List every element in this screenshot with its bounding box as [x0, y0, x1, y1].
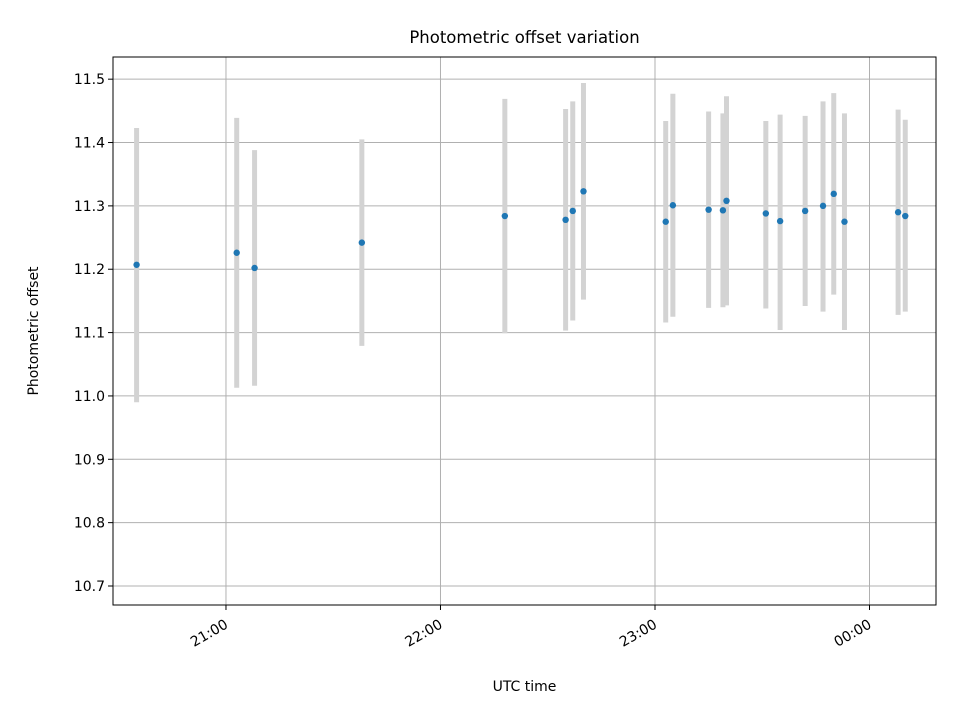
y-tick-label: 11.4 [74, 136, 105, 152]
y-tick-label: 11.3 [74, 199, 105, 215]
data-point [580, 188, 587, 195]
data-point [719, 207, 727, 214]
data-point [501, 212, 509, 220]
y-tick-label: 10.7 [74, 579, 105, 595]
y-tick-label: 10.9 [74, 452, 105, 468]
y-tick-label: 11.0 [74, 389, 105, 405]
data-point [669, 202, 677, 209]
data-point [662, 218, 669, 225]
y-tick-label: 11.2 [74, 262, 105, 278]
data-point [233, 249, 240, 256]
chart-title: Photometric offset variation [409, 28, 639, 47]
y-tick-label: 11.5 [74, 72, 105, 88]
data-point [251, 264, 258, 272]
data-point [562, 216, 569, 224]
y-axis-ticks: 10.7 10.8 10.9 11.0 11.1 11.2 11.3 11.4 11.5 [74, 72, 113, 595]
data-point [830, 190, 837, 198]
x-axis-label: UTC time [493, 679, 557, 695]
data-point [819, 202, 827, 210]
y-axis-label: Photometric offset [26, 266, 42, 396]
data-point [762, 210, 770, 217]
grid-layer [113, 57, 936, 605]
data-point [776, 217, 784, 225]
data-point [801, 207, 809, 215]
data-point [133, 261, 140, 268]
point-layer [133, 188, 909, 272]
data-point [705, 206, 712, 213]
data-point [902, 212, 909, 220]
y-tick-label: 10.8 [74, 516, 105, 532]
data-point [894, 209, 902, 216]
y-tick-label: 11.1 [74, 326, 105, 342]
data-point [841, 218, 848, 225]
data-point [723, 197, 730, 205]
plot-frame [112, 56, 937, 606]
data-point [358, 239, 366, 246]
data-point [569, 207, 576, 215]
